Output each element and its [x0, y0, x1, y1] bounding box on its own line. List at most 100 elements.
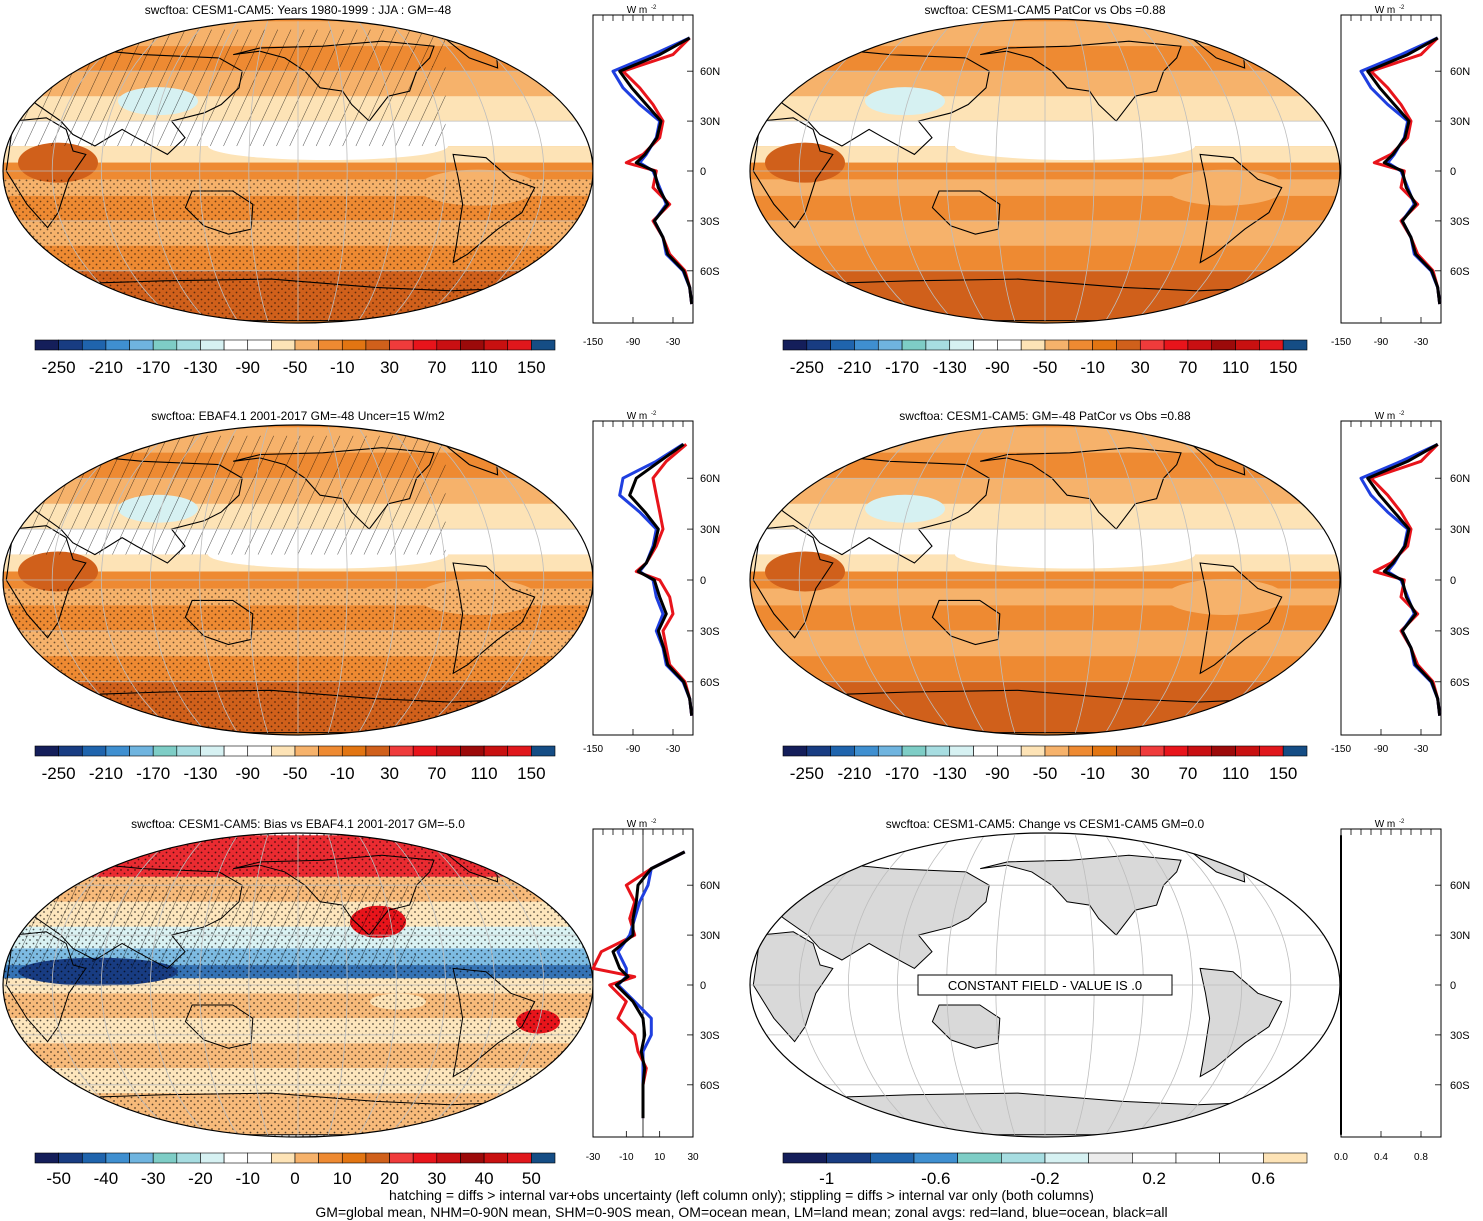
panel-title: swcftoa: CESM1-CAM5 PatCor vs Obs =0.88: [924, 3, 1165, 17]
zonal-x-label: -30: [1414, 744, 1429, 755]
colorbar-change: -1 -0.6 -0.2 0.2 0.6: [782, 1152, 1308, 1188]
colorbar-label: -30: [141, 1169, 166, 1188]
map-panel-5: [2, 832, 594, 1138]
zonal-x-label: -30: [1414, 337, 1429, 348]
colorbar-abs: -250 -210 -170 -130 -90 -50 -10 30 70 110 150: [782, 745, 1308, 783]
graticule-meridian: [1165, 20, 1243, 322]
graticule-meridian: [418, 426, 496, 734]
colorbar-label: -170: [136, 764, 170, 783]
zonal-units: W m: [627, 5, 648, 16]
zonal-lat-label: 30S: [1450, 626, 1470, 638]
zonal-lat-label: 0: [700, 980, 706, 992]
zonal-x-label: 30: [687, 1152, 699, 1163]
colorbar-swatch: [782, 339, 808, 351]
graticule-meridian: [199, 21, 238, 321]
zonal-units-exponent: -2: [1399, 819, 1405, 825]
graticule-meridian: [449, 834, 545, 1136]
colorbar-swatch: [826, 1152, 871, 1164]
zonal-units-exponent: -2: [651, 5, 657, 11]
colorbar-swatch: [129, 745, 154, 757]
footer-hatching-note: hatching = diffs > internal var+obs unce…: [389, 1187, 1094, 1203]
colorbar-swatch: [1116, 339, 1141, 351]
colorbar-label: 30: [427, 1169, 446, 1188]
zonal-line-all: [618, 36, 694, 305]
graticule-meridian: [358, 21, 397, 321]
colorbar-swatch: [318, 1152, 343, 1164]
zonal-lat-label: 60S: [1450, 1080, 1470, 1092]
zonal-units: W m: [627, 819, 648, 830]
zonal-lat-label: 60S: [700, 677, 720, 689]
graticule-meridian: [1196, 20, 1292, 322]
map-field: [3, 833, 593, 1137]
colorbar-swatch: [365, 339, 390, 351]
zonal-line-all: [628, 443, 694, 716]
colorbar-swatch: [806, 745, 831, 757]
graticule-meridian: [418, 20, 496, 322]
colorbar-swatch: [152, 339, 178, 351]
colorbar-label: 10: [333, 1169, 352, 1188]
graticule-meridian: [946, 21, 985, 321]
graticule-meridian: [995, 427, 1016, 733]
colorbar-swatch: [105, 745, 130, 757]
colorbar-swatch: [1020, 339, 1046, 351]
colorbar-swatch: [81, 1152, 107, 1164]
colorbar-swatch: [1116, 745, 1141, 757]
colorbar-swatch: [1068, 339, 1093, 351]
graticule-meridian: [1135, 835, 1193, 1135]
graticule-meridian: [327, 427, 348, 733]
colorbar-label: -10: [235, 1169, 260, 1188]
colorbar-swatch: [436, 745, 461, 757]
zonal-line-all: [1366, 36, 1442, 305]
graticule-meridian: [1165, 834, 1243, 1136]
colorbar-label: -210: [89, 764, 123, 783]
field-blob: [1165, 578, 1285, 615]
colorbar-label: 70: [1178, 358, 1197, 377]
colorbar-swatch: [294, 339, 319, 351]
colorbar-swatch: [531, 339, 556, 351]
colorbar-swatch: [58, 339, 83, 351]
continent-australia: [184, 1004, 254, 1049]
graticule-meridian: [199, 427, 238, 733]
zonal-x-label: -150: [1331, 337, 1351, 348]
zonal-x-label: 0.0: [1334, 1152, 1348, 1163]
colorbar-swatch: [200, 745, 225, 757]
colorbar-swatch: [1139, 339, 1165, 351]
constant-field-box: CONSTANT FIELD - VALUE IS .0: [917, 974, 1173, 996]
colorbar-swatch: [81, 745, 107, 757]
colorbar-label: -130: [183, 358, 217, 377]
colorbar-label: 0.6: [1252, 1169, 1276, 1188]
colorbar-label: -10: [330, 764, 355, 783]
map-panel-1: [2, 18, 594, 324]
colorbar-swatch: [1092, 745, 1117, 757]
map-border: [749, 18, 1341, 324]
graticule-meridian: [51, 20, 147, 322]
colorbar-swatch: [830, 745, 855, 757]
zonal-lat-label: 0: [1450, 166, 1456, 178]
colorbar-label: -10: [330, 358, 355, 377]
zonal-lat-label: 30N: [1450, 930, 1470, 942]
colorbar-swatch: [223, 745, 249, 757]
colorbar-swatch: [1282, 339, 1308, 351]
colorbar-swatch: [507, 339, 532, 351]
colorbar-swatch: [997, 745, 1022, 757]
hatch-overlay: [3, 885, 416, 969]
colorbar-swatch: [854, 339, 879, 351]
colorbar-swatch: [1132, 1152, 1177, 1164]
graticule-meridian: [798, 426, 894, 734]
colorbar-swatch: [806, 339, 831, 351]
colorbar-swatch: [1219, 1152, 1264, 1164]
colorbar-label: 30: [1131, 358, 1150, 377]
colorbar-swatch: [1235, 745, 1260, 757]
colorbar-label: -210: [837, 764, 871, 783]
colorbar-swatch: [1282, 745, 1308, 757]
colorbar-label: 110: [1222, 358, 1249, 377]
zonal-lat-label: 60N: [1450, 66, 1470, 78]
panel-title: swcftoa: CESM1-CAM5: Bias vs EBAF4.1 200…: [131, 817, 465, 831]
colorbar-swatch: [997, 339, 1022, 351]
graticule-meridian: [1074, 427, 1095, 733]
graticule-meridian: [1165, 426, 1243, 734]
colorbar-label: -210: [89, 358, 123, 377]
graticule-meridian: [1135, 427, 1193, 733]
graticule-meridian: [100, 834, 178, 1136]
colorbar-swatch: [854, 745, 879, 757]
